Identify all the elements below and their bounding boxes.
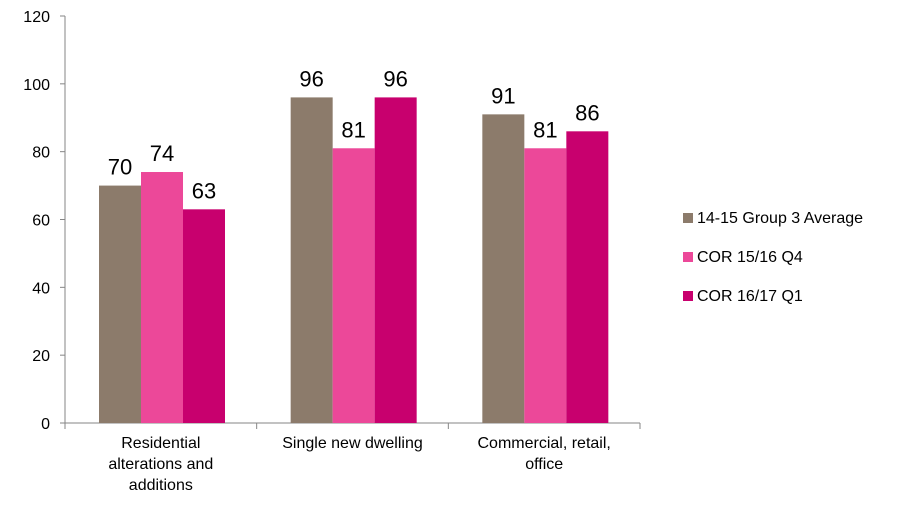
bar	[566, 131, 609, 424]
x-tick-label: Residential alterations and additions	[108, 435, 213, 494]
legend-label: 14-15 Group 3 Average	[697, 210, 863, 227]
data-label: 81	[341, 117, 365, 142]
x-tick-label: Commercial, retail, office	[477, 435, 610, 473]
data-label: 96	[383, 66, 407, 91]
legend-label: COR 16/17 Q1	[697, 288, 803, 305]
data-label: 81	[533, 117, 557, 142]
legend: 14-15 Group 3 Average COR 15/16 Q4 COR 16/…	[683, 210, 863, 305]
bar	[141, 172, 183, 423]
y-tick-label: 20	[32, 348, 50, 365]
y-tick-label: 0	[41, 416, 50, 433]
axes: 0 20 40 60 80 100 120 Residential alterations an…	[23, 9, 641, 494]
data-label: 74	[150, 141, 174, 166]
data-label: 70	[108, 155, 132, 180]
legend-swatch	[683, 213, 693, 223]
bar	[482, 114, 525, 423]
legend-label: COR 15/16 Q4	[697, 249, 803, 266]
y-tick-label: 40	[32, 280, 50, 297]
y-tick-label: 100	[23, 77, 50, 94]
data-labels: 70 96 91 74 81 81 63 96 86	[108, 66, 600, 203]
data-label: 86	[575, 100, 599, 125]
data-label: 96	[299, 66, 323, 91]
bar	[99, 185, 141, 423]
bar	[524, 148, 567, 423]
data-label: 63	[192, 178, 216, 203]
legend-swatch	[683, 252, 693, 262]
data-label: 91	[491, 83, 515, 108]
bar	[332, 148, 375, 423]
bars	[99, 97, 609, 424]
y-tick-label: 120	[23, 9, 50, 26]
y-tick-label: 60	[32, 213, 50, 230]
bar	[374, 97, 417, 424]
bar	[290, 97, 333, 424]
bar	[183, 209, 225, 423]
legend-swatch	[683, 291, 693, 301]
x-tick-label: Single new dwelling	[282, 435, 423, 452]
y-tick-label: 80	[32, 145, 50, 162]
